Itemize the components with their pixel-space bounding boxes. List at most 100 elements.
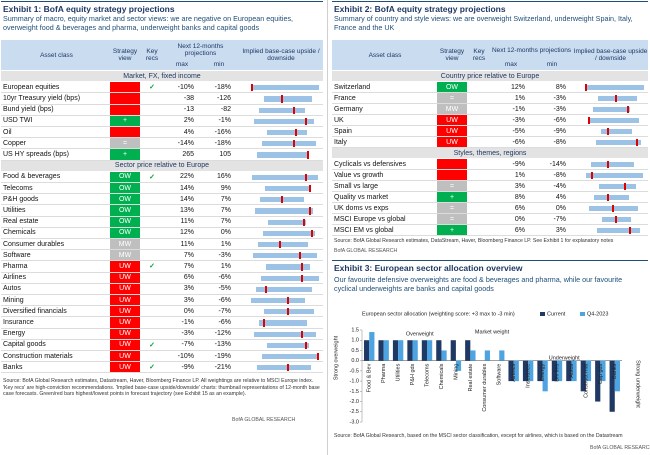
- sparkline: [263, 230, 315, 236]
- x-tick-label: Banks: [612, 363, 618, 379]
- min-value: -6%: [218, 274, 231, 282]
- bar: [522, 360, 529, 382]
- sparkline: [594, 195, 629, 200]
- strategy-view: =: [437, 181, 467, 191]
- x-tick-label: Airlines: [511, 363, 517, 381]
- bar: [421, 340, 427, 361]
- max-value: 0%: [183, 307, 194, 315]
- min-value: -18%: [214, 139, 231, 147]
- asset-name: 10yr Treasury yield (bps): [3, 94, 81, 102]
- asset-name: Food & beverages: [3, 173, 61, 181]
- key-rec: ✓: [149, 364, 155, 372]
- bar: [508, 360, 514, 382]
- x-tick-label: P&H gds: [410, 363, 416, 385]
- x-tick-label: Construct mat: [583, 363, 589, 398]
- max-value: 1%: [514, 171, 525, 179]
- header-bg: [332, 40, 648, 70]
- sparkline-marker: [317, 353, 319, 361]
- asset-name: Oil: [3, 128, 12, 136]
- bar: [609, 360, 615, 412]
- bar: [465, 340, 471, 361]
- sparkline-marker: [303, 218, 305, 226]
- max-value: 3%: [514, 182, 525, 190]
- exhibit-subtitle: Summary of macro, equity market and sect…: [3, 15, 294, 32]
- row-line: [332, 191, 648, 192]
- row-line: [1, 215, 323, 217]
- sparkline-marker: [607, 194, 609, 201]
- sparkline: [251, 298, 305, 304]
- header-min: min: [546, 61, 558, 68]
- max-value: 6%: [183, 274, 194, 282]
- bar: [580, 360, 586, 392]
- strategy-view: OW: [110, 171, 140, 182]
- asset-name: UK doms vs exps: [334, 204, 389, 212]
- strategy-view: UW: [110, 272, 140, 283]
- min-value: -82: [220, 106, 231, 114]
- y-tick-label: -0.5: [350, 368, 359, 374]
- bar: [600, 360, 606, 382]
- annotation: Underweight: [549, 355, 580, 361]
- asset-name: Consumer durables: [3, 240, 65, 248]
- min-value: -6%: [553, 116, 566, 124]
- sparkline: [268, 219, 306, 225]
- row-line: [332, 169, 648, 170]
- asset-name: Quality vs market: [334, 193, 389, 201]
- max-value: -10%: [177, 83, 194, 91]
- min-value: -9%: [553, 127, 566, 135]
- asset-name: Pharma: [3, 262, 28, 270]
- min-value: 16%: [216, 173, 231, 181]
- exhibit-title: Exhibit 2: BofA equity strategy projecti…: [334, 3, 506, 14]
- strategy-view: UW: [110, 317, 140, 328]
- row-line: [1, 92, 323, 94]
- sparkline: [267, 130, 307, 136]
- row-line: [332, 92, 648, 93]
- bar: [528, 360, 534, 382]
- bar: [369, 332, 375, 361]
- sparkline: [593, 107, 630, 112]
- max-value: 12%: [179, 229, 194, 237]
- strategy-view: OW: [110, 227, 140, 238]
- row-line: [1, 204, 323, 206]
- row-line: [1, 137, 323, 139]
- sparkline-marker: [295, 129, 297, 137]
- max-value: -9%: [181, 363, 194, 371]
- asset-name: Construction materials: [3, 352, 73, 360]
- sparkline: [262, 141, 316, 147]
- key-rec: ✓: [149, 341, 155, 349]
- sparkline-marker: [251, 84, 253, 92]
- max-value: 8%: [514, 193, 525, 201]
- asset-name: UK: [334, 116, 344, 124]
- legend-swatch: [540, 312, 545, 316]
- strategy-view: OW: [110, 194, 140, 205]
- min-value: 7%: [220, 195, 231, 203]
- bar: [571, 360, 577, 382]
- sparkline-marker: [624, 183, 626, 190]
- row-line: [332, 180, 648, 181]
- bar: [499, 350, 505, 361]
- min-value: 3%: [555, 226, 566, 234]
- row-line: [332, 125, 648, 126]
- bar: [364, 340, 370, 361]
- min-value: -5%: [218, 285, 231, 293]
- sparkline-marker: [309, 207, 311, 215]
- strategy-view: =: [437, 203, 467, 213]
- sparkline-marker: [309, 185, 311, 193]
- section-row: Country price relative to Europe: [332, 71, 648, 81]
- strategy-view: =: [437, 93, 467, 103]
- max-value: -6%: [512, 138, 525, 146]
- asset-name: Cyclicals vs defensives: [334, 160, 406, 168]
- sparkline: [256, 286, 312, 292]
- strategy-view: [110, 82, 140, 93]
- x-tick-label: Cap gds: [598, 363, 604, 384]
- asset-name: MSCI Europe vs global: [334, 215, 406, 223]
- source-note: Source: BofA Global Research estimates, …: [334, 238, 614, 244]
- x-tick-label: Telecoms: [424, 363, 430, 386]
- sparkline: [589, 206, 638, 211]
- sparkline-marker: [263, 319, 265, 327]
- bar: [557, 360, 563, 382]
- sparkline: [257, 152, 309, 158]
- bar: [566, 360, 572, 382]
- asset-name: Utilities: [3, 206, 26, 214]
- y-tick-label: 1.5: [351, 327, 359, 333]
- min-value: 9%: [220, 184, 231, 192]
